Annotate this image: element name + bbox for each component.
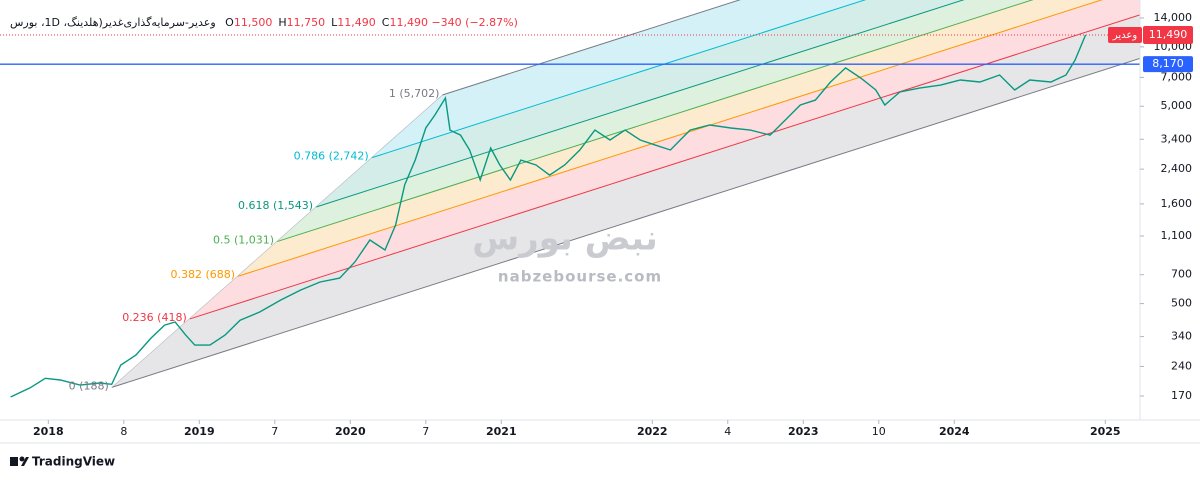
y-tick-label: 1,600: [1161, 197, 1193, 210]
series-name-tag: [1108, 26, 1142, 43]
y-tick-label: 240: [1171, 359, 1192, 372]
fib-level-line: [111, 57, 1140, 388]
logo-mark: [19, 456, 25, 462]
ohlc-value: 11,490: [337, 16, 376, 29]
x-tick-label: 8: [120, 425, 127, 438]
footer-logo: TradingView: [10, 455, 115, 469]
fib-level-label: 1 (5,702): [389, 87, 440, 100]
last-price-tag: [1143, 25, 1193, 44]
y-tick-label: 7,000: [1161, 70, 1193, 83]
ohlc-value: 11,500: [233, 16, 273, 29]
x-tick-label: 2018: [33, 425, 64, 438]
fib-level-label: 0 (188): [69, 379, 109, 392]
horizontal-line-tag: [1143, 56, 1193, 73]
ohlc-key: H: [278, 16, 287, 29]
fib-level-label: 0.786 (2,742): [294, 150, 369, 163]
x-tick-label: 2022: [637, 425, 668, 438]
ohlc: O11,500 H11,750 L11,490 C11,490: [219, 16, 428, 29]
x-tick-label: 2025: [1090, 425, 1121, 438]
series-name: وعدیر: [1112, 30, 1138, 41]
y-tick-label: 340: [1171, 330, 1192, 343]
ohlc-key: O: [225, 16, 234, 29]
fib-layer: [111, 0, 1140, 388]
symbol: وعدیر-سرمایه‌گذاری‌غدیر(هلدینگ، 1D، بورس: [10, 16, 216, 29]
horizontal-line-label: 8,170: [1152, 57, 1184, 70]
y-tick-label: 14,000: [1154, 11, 1193, 24]
fib-level-line: [276, 0, 1034, 243]
fib-anchor-line: [111, 94, 443, 388]
fib-level-label: 0.618 (1,543): [238, 199, 313, 212]
x-tick-label: 2019: [184, 425, 215, 438]
brand: TradingView: [32, 455, 115, 469]
x-tick-label: 10: [872, 425, 886, 438]
fib-level-line: [371, 0, 867, 159]
x-tick-label: 2021: [486, 425, 517, 438]
watermark-logo: نبض بورس: [472, 219, 657, 259]
header: وعدیر-سرمایه‌گذاری‌غدیر(هلدینگ، 1D، بورس…: [10, 16, 518, 29]
change: −340: [431, 16, 462, 29]
price-layer: [0, 34, 1140, 398]
x-tick-label: 7: [422, 425, 429, 438]
x-tick-label: 7: [271, 425, 278, 438]
watermark-site: nabzebourse.com: [498, 268, 662, 286]
x-tick-label: 2024: [939, 425, 970, 438]
logo-mark: [10, 457, 18, 466]
y-tick-label: 500: [1171, 297, 1192, 310]
change-percent: (−2.87%): [465, 16, 518, 29]
fib-level-line: [442, 0, 741, 96]
last-price-label: 11,490: [1149, 28, 1188, 41]
ohlc-key: L: [331, 16, 338, 29]
price-line: [10, 34, 1087, 398]
fib-level-label: 0.382 (688): [170, 268, 235, 281]
fib-band: [111, 14, 1140, 388]
logo-mark: [21, 457, 29, 466]
y-tick-label: 170: [1171, 389, 1192, 402]
fib-band: [189, 0, 1140, 319]
y-tick-label: 2,400: [1161, 162, 1193, 175]
x-tick-label: 4: [724, 425, 731, 438]
x-tick-label: 2020: [335, 425, 366, 438]
y-tick-label: 700: [1171, 268, 1192, 281]
fib-level-label: 0.5 (1,031): [213, 234, 274, 247]
ohlc-value: 11,750: [286, 16, 326, 29]
watermark: نبض بورس nabzebourse.com: [472, 219, 662, 286]
fib-level-label: 0.236 (418): [122, 311, 187, 324]
ohlc-value: 11,490: [389, 16, 428, 29]
y-tick-label: 3,400: [1161, 132, 1193, 145]
y-tick-label: 1,100: [1161, 229, 1193, 242]
ohlc-key: C: [381, 16, 390, 29]
y-tick-label: 5,000: [1161, 99, 1193, 112]
x-tick-label: 2023: [788, 425, 819, 438]
fib-level-line: [315, 0, 965, 208]
